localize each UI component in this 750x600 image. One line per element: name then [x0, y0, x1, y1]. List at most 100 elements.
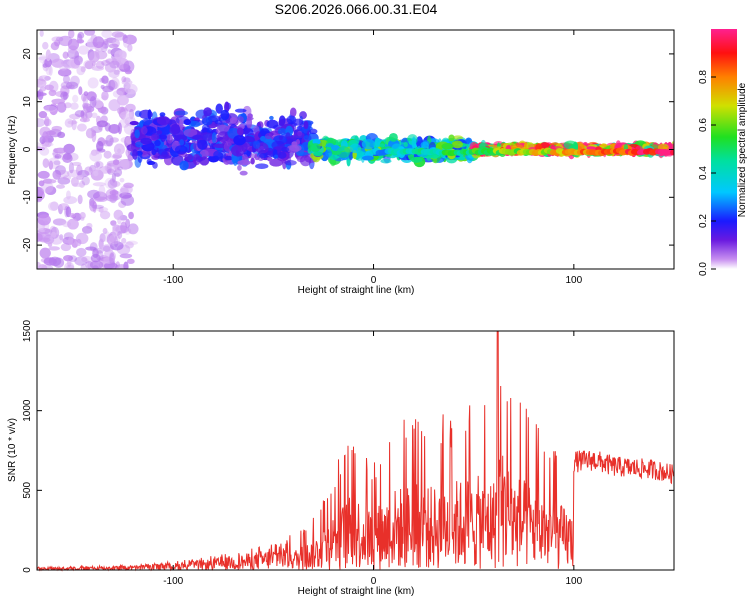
- spectrogram-blob: [239, 170, 248, 176]
- spectrogram-blob: [113, 69, 120, 75]
- spectrogram-blob: [92, 265, 99, 269]
- spectrogram-blob: [81, 176, 90, 186]
- spectrogram-blob: [156, 116, 171, 126]
- spectrogram-blob: [451, 140, 463, 149]
- spectrogram-blob: [361, 139, 376, 150]
- spectrogram-blob: [92, 182, 107, 187]
- spectrogram-heatmap: [37, 30, 674, 269]
- spectrogram-blob: [54, 165, 66, 176]
- spectrogram-blob: [135, 141, 143, 148]
- spectrogram-blob: [89, 96, 97, 108]
- spectrogram-blob: [83, 91, 89, 97]
- spectrogram-blob: [44, 84, 54, 91]
- spectrogram-blob: [105, 134, 114, 147]
- spectrogram-y-tick-label: -20: [22, 237, 33, 252]
- spectrogram-blob: [140, 126, 148, 135]
- spectrogram-blob: [233, 134, 246, 146]
- spectrogram-blob: [51, 125, 63, 132]
- spectrogram-blob: [65, 81, 79, 90]
- spectrogram-blob: [166, 134, 173, 144]
- colorbar-gradient: [711, 29, 737, 269]
- spectrogram-blob: [125, 218, 131, 229]
- spectrogram-blob: [43, 257, 57, 266]
- spectrogram-blob: [57, 68, 72, 77]
- spectrogram-blob: [361, 155, 375, 161]
- spectrogram-blob: [75, 232, 89, 245]
- spectrogram-blob: [47, 201, 59, 211]
- spectrogram-blob: [259, 153, 268, 159]
- spectrogram-blob: [102, 227, 108, 235]
- spectrogram-blob: [448, 134, 455, 142]
- spectrogram-blob: [76, 123, 87, 132]
- spectrogram-blob: [106, 79, 118, 91]
- spectrogram-blob: [37, 78, 47, 88]
- spectrogram-blob: [310, 143, 321, 152]
- spectrogram-blob: [76, 39, 85, 44]
- spectrogram-blob: [116, 94, 129, 106]
- spectrogram-blob: [71, 161, 82, 166]
- spectrogram-blob: [78, 45, 90, 55]
- spectrogram-blob: [266, 119, 279, 129]
- spectrogram-blob: [107, 179, 118, 189]
- spectrogram-blob: [51, 36, 62, 43]
- spectrogram-blob: [111, 31, 124, 38]
- spectrogram-blob: [195, 156, 203, 163]
- spectrogram-blob: [70, 102, 79, 110]
- spectrogram-blob: [179, 139, 185, 146]
- spectrogram-blob: [269, 158, 283, 167]
- spectrogram-x-label: Height of straight line (km): [298, 285, 415, 296]
- snr-x-ticks: -100 0 100: [163, 331, 583, 587]
- spectrogram-blob: [125, 240, 138, 246]
- spectrogram-blob: [79, 212, 86, 219]
- spectrogram-blob: [123, 60, 135, 73]
- spectrogram-blob: [119, 192, 132, 199]
- spectrogram-blob: [313, 151, 323, 157]
- spectrogram-blob: [37, 195, 43, 203]
- spectrogram-blob: [107, 49, 112, 54]
- spectrogram-blob: [264, 133, 273, 140]
- spectrogram-blob: [106, 163, 112, 175]
- spectrogram-blob: [39, 247, 51, 259]
- spectrogram-blob: [211, 132, 217, 144]
- spectrogram-blob: [92, 36, 105, 49]
- snr-y-tick-label: 0: [22, 567, 33, 573]
- spectrogram-blob: [103, 262, 118, 269]
- spectrogram-blobs: [37, 30, 674, 269]
- spectrogram-blob: [236, 127, 244, 136]
- spectrogram-blob: [104, 177, 116, 189]
- spectrogram-blob: [48, 65, 53, 76]
- spectrogram-blob: [53, 160, 61, 166]
- spectrogram-blob: [349, 143, 362, 154]
- spectrogram-y-ticks: -20 -10 0 10 20: [22, 48, 674, 252]
- snr-series-line: [36, 330, 675, 572]
- spectrogram-blob: [300, 155, 312, 167]
- spectrogram-blob: [113, 209, 124, 221]
- spectrogram-blob: [109, 60, 120, 69]
- spectrogram-blob: [68, 162, 75, 174]
- spectrogram-blob: [121, 237, 127, 244]
- spectrogram-blob: [84, 61, 94, 70]
- spectrogram-blob: [42, 131, 49, 142]
- spectrogram-blob: [95, 161, 101, 168]
- spectrogram-blob: [134, 110, 142, 118]
- spectrogram-blob: [78, 86, 83, 96]
- spectrogram-x-ticks: -100 0 100: [163, 30, 583, 286]
- spectrogram-blob: [53, 147, 68, 154]
- spectrogram-blob: [64, 205, 69, 218]
- spectrogram-blob: [50, 42, 60, 51]
- spectrogram-blob: [42, 178, 57, 184]
- spectrogram-blob: [197, 139, 208, 150]
- colorbar: 0.0 0.2 0.4 0.6 0.8 Normalized spectral ampl…: [698, 29, 748, 276]
- spectrogram-blob: [89, 150, 102, 162]
- spectrogram-blob: [43, 105, 57, 113]
- spectrogram-blob: [325, 143, 334, 148]
- spectrogram-blob: [62, 153, 73, 164]
- spectrogram-blob: [38, 111, 48, 119]
- spectrogram-blob: [67, 218, 79, 230]
- spectrogram-blob: [289, 107, 297, 118]
- spectrogram-blob: [154, 139, 161, 147]
- spectrogram-blob: [89, 260, 104, 269]
- spectrogram-blob: [51, 58, 65, 68]
- spectrogram-blob: [117, 122, 122, 135]
- spectrogram-blob: [273, 154, 279, 159]
